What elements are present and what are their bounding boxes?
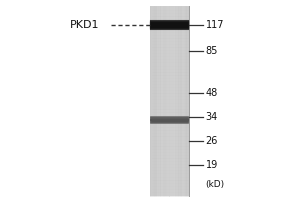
Text: 85: 85 bbox=[206, 46, 218, 56]
Text: 48: 48 bbox=[206, 88, 218, 98]
Text: 26: 26 bbox=[206, 136, 218, 146]
Text: 34: 34 bbox=[206, 112, 218, 122]
Text: 117: 117 bbox=[206, 20, 224, 30]
Text: PKD1: PKD1 bbox=[70, 20, 99, 30]
Text: (kD): (kD) bbox=[206, 180, 225, 188]
Bar bbox=[150, 6, 189, 196]
Text: 19: 19 bbox=[206, 160, 218, 170]
